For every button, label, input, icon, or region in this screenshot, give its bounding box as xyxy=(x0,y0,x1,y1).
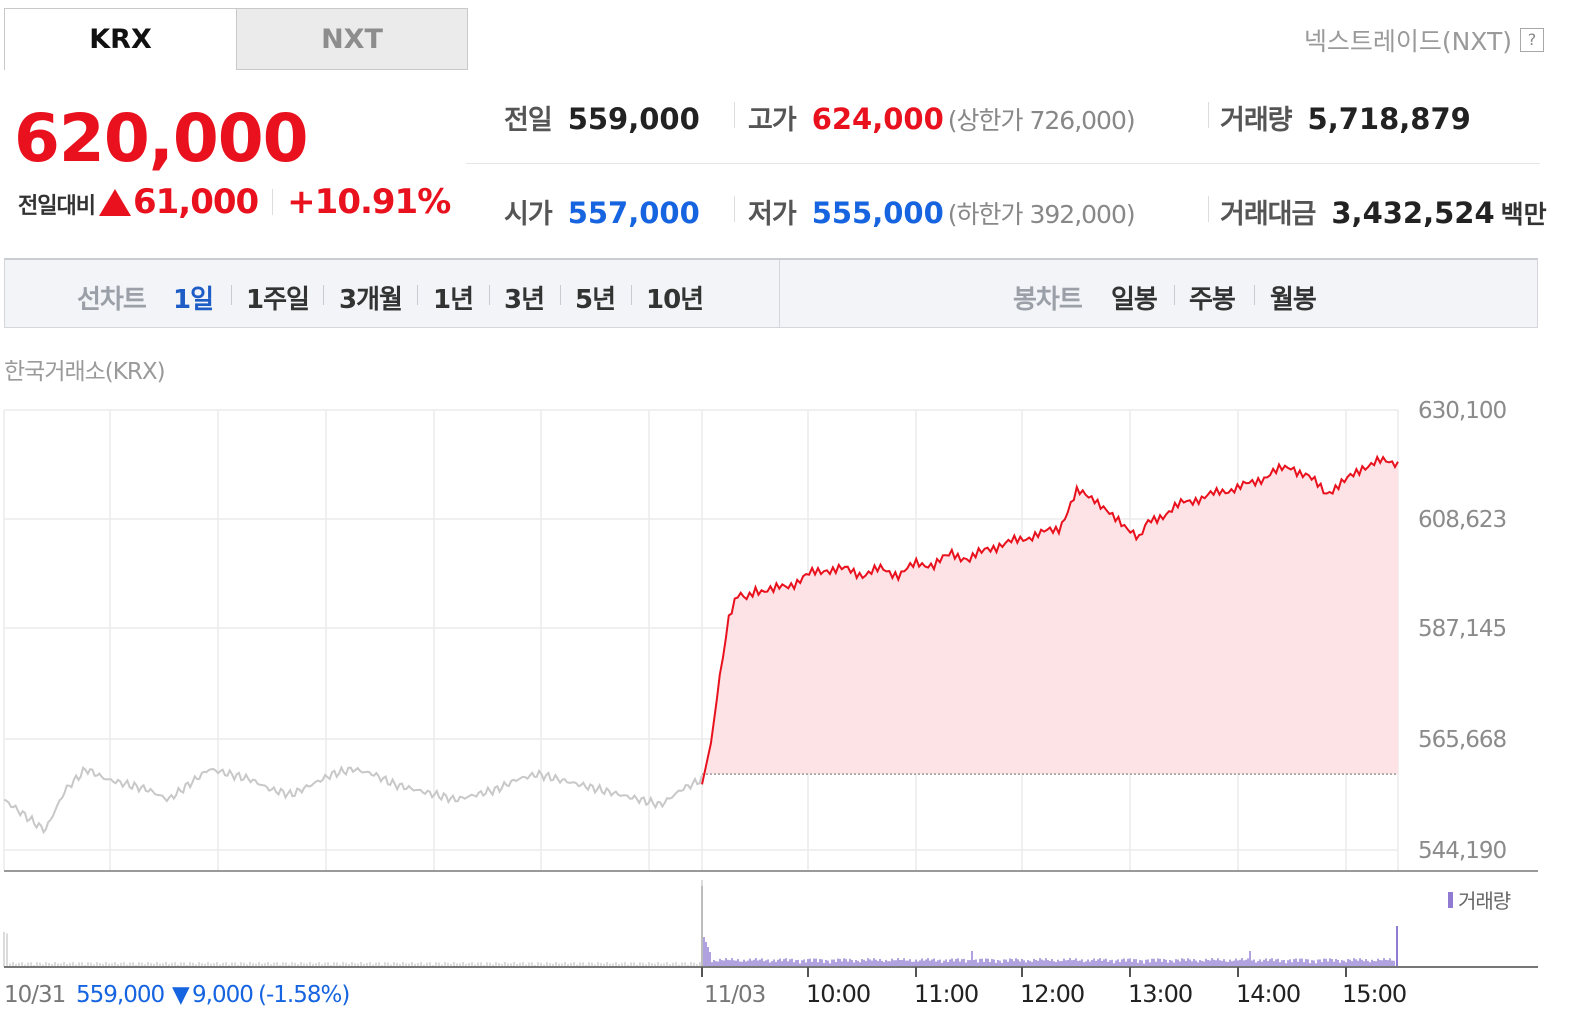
today-area xyxy=(702,457,1398,785)
divider xyxy=(489,285,490,305)
y-tick-label: 587,145 xyxy=(1418,616,1506,642)
x-tick-label: 12:00 xyxy=(1020,980,1084,1008)
y-tick-label: 630,100 xyxy=(1418,398,1506,424)
y-tick-label: 544,190 xyxy=(1418,838,1506,864)
period-1d[interactable]: 1일 xyxy=(173,285,214,315)
y-axis: 630,100 608,623 587,145 565,668 544,190 xyxy=(1418,398,1507,864)
stat-open: 시가 557,000 xyxy=(504,192,700,231)
change-amount: 61,000 xyxy=(132,182,259,222)
divider xyxy=(1208,196,1209,222)
line-chart-label: 선차트 xyxy=(77,285,147,315)
period-1w[interactable]: 1주일 xyxy=(246,285,310,315)
candle-weekly[interactable]: 주봉 xyxy=(1189,285,1236,315)
x-tick-label: 10:00 xyxy=(806,980,870,1008)
divider xyxy=(466,163,1540,164)
x-axis: 11/03 10:00 11:00 12:00 13:00 14:00 15:00 xyxy=(701,967,1407,1008)
current-price: 620,000 xyxy=(14,100,309,177)
divider xyxy=(1208,102,1209,128)
today-line xyxy=(701,454,1399,785)
x-tick-label: 11/03 xyxy=(704,982,765,1008)
divider xyxy=(417,285,418,305)
stat-label: 거래량 xyxy=(1220,105,1293,136)
x-tick-label: 11:00 xyxy=(914,980,978,1008)
prev-day-line xyxy=(3,765,703,835)
divider xyxy=(560,285,561,305)
tab-krx[interactable]: KRX xyxy=(4,8,236,70)
stat-label: 저가 xyxy=(748,199,797,230)
divider xyxy=(734,102,735,128)
prev-day-change: 9,000 xyxy=(192,982,253,1008)
divider xyxy=(272,189,274,215)
divider xyxy=(1174,285,1175,305)
period-3m[interactable]: 3개월 xyxy=(339,285,403,315)
change-percent: +10.91% xyxy=(287,182,451,222)
prev-day-change-pct: (-1.58%) xyxy=(258,982,349,1008)
stat-label: 시가 xyxy=(504,199,553,230)
period-5y[interactable]: 5년 xyxy=(575,285,616,315)
stats-panel: 전일 559,000 고가 624,000 (상한가 726,000) 거래량 … xyxy=(466,78,1547,258)
stat-unit: 백만 xyxy=(1500,200,1547,229)
stat-low: 저가 555,000 (하한가 392,000) xyxy=(748,192,1136,231)
divider xyxy=(779,260,780,327)
period-1y[interactable]: 1년 xyxy=(433,285,474,315)
period-3y[interactable]: 3년 xyxy=(504,285,545,315)
lower-limit: (하한가 392,000) xyxy=(947,200,1136,229)
divider xyxy=(1254,285,1255,305)
divider xyxy=(323,285,324,305)
volume-legend-label: 거래량 xyxy=(1458,889,1511,913)
stat-label: 전일 xyxy=(504,105,553,136)
prev-day-date: 10/31 xyxy=(4,982,65,1008)
stat-value: 624,000 xyxy=(811,102,944,136)
candle-monthly[interactable]: 월봉 xyxy=(1270,285,1317,315)
period-10y[interactable]: 10년 xyxy=(646,285,704,315)
candle-chart-label: 봉차트 xyxy=(1013,285,1083,315)
x-tick-label: 15:00 xyxy=(1342,980,1406,1008)
divider xyxy=(231,285,232,305)
period-bar: 선차트 1일 1주일 3개월 1년 3년 5년 10년 봉차트 일봉 주봉 월봉 xyxy=(4,258,1538,328)
stat-value: 559,000 xyxy=(567,102,700,136)
divider xyxy=(631,285,632,305)
stat-prev-close: 전일 559,000 xyxy=(504,98,700,137)
change-label: 전일대비 xyxy=(18,194,96,219)
x-tick-label: 13:00 xyxy=(1128,980,1192,1008)
tab-nxt[interactable]: NXT xyxy=(236,8,468,70)
volume-legend-swatch xyxy=(1448,892,1453,908)
volume-bars xyxy=(3,886,1398,967)
prev-day-arrow-icon: ▼ xyxy=(172,982,190,1008)
upper-limit: (상한가 726,000) xyxy=(947,106,1136,135)
stat-value: 3,432,524 xyxy=(1331,196,1495,230)
y-tick-label: 608,623 xyxy=(1418,507,1506,533)
y-tick-label: 565,668 xyxy=(1418,727,1506,753)
help-icon[interactable]: ? xyxy=(1520,28,1544,52)
stat-high: 고가 624,000 (상한가 726,000) xyxy=(748,98,1136,137)
stat-value: 5,718,879 xyxy=(1307,102,1471,136)
candle-daily[interactable]: 일봉 xyxy=(1111,285,1158,315)
stat-label: 거래대금 xyxy=(1220,199,1316,230)
market-tabs: KRX NXT xyxy=(4,8,468,70)
nxt-link-label: 넥스트레이드(NXT) xyxy=(1303,27,1512,56)
stat-value: 555,000 xyxy=(811,196,944,230)
divider xyxy=(734,196,735,222)
exchange-label: 한국거래소(KRX) xyxy=(4,359,166,385)
stat-trade-value: 거래대금 3,432,524 백만 xyxy=(1220,192,1547,231)
prev-day-close: 559,000 xyxy=(76,982,164,1008)
nxt-link[interactable]: 넥스트레이드(NXT) ? xyxy=(1304,22,1544,58)
stat-volume: 거래량 5,718,879 xyxy=(1220,98,1471,137)
price-change: 전일대비 61,000 +10.91% xyxy=(18,182,451,222)
x-tick-label: 14:00 xyxy=(1236,980,1300,1008)
up-triangle-icon xyxy=(98,188,131,216)
stat-value: 557,000 xyxy=(567,196,700,230)
stat-label: 고가 xyxy=(748,105,797,136)
